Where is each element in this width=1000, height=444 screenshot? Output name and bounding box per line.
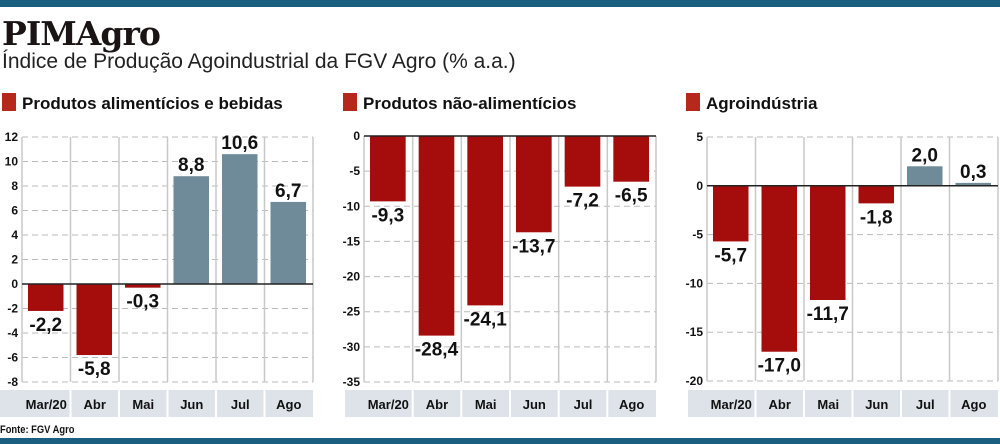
bar bbox=[516, 136, 552, 233]
category-label: Jun bbox=[180, 397, 203, 412]
y-tick-label: 4 bbox=[11, 228, 18, 242]
y-tick-label: 6 bbox=[11, 204, 18, 218]
category-label: Mar/20 bbox=[711, 397, 752, 412]
y-tick-label: 5 bbox=[696, 130, 703, 144]
y-tick-label: -2 bbox=[7, 302, 18, 316]
chart-2: Produtos não-alimentícios Mar/20 Abr Mai Jun… bbox=[343, 93, 657, 417]
bar bbox=[270, 201, 306, 284]
legend-square bbox=[343, 93, 357, 111]
bottom-bar bbox=[0, 438, 1000, 444]
data-label: 0,3 bbox=[960, 162, 986, 183]
category-label: Abr bbox=[769, 397, 791, 412]
data-label: -6,5 bbox=[615, 186, 648, 207]
y-tick-label: -20 bbox=[686, 374, 704, 388]
y-tick-label: -10 bbox=[686, 276, 704, 290]
legend-square bbox=[686, 93, 700, 111]
y-tick-label: 0 bbox=[11, 277, 18, 291]
category-label: Jul bbox=[231, 397, 250, 412]
bar bbox=[907, 166, 943, 186]
bar bbox=[955, 182, 991, 186]
y-tick-label: 12 bbox=[5, 130, 19, 144]
category-label: Ago bbox=[276, 397, 301, 412]
bar bbox=[76, 284, 112, 356]
data-label: -1,8 bbox=[860, 207, 893, 228]
data-label: -24,1 bbox=[464, 309, 508, 330]
category-strip bbox=[345, 390, 656, 417]
top-bar bbox=[0, 0, 1000, 7]
category-label: Mai bbox=[817, 397, 839, 412]
chart-1: Produtos alimentícios e bebidas Mar/20 Abr… bbox=[0, 93, 314, 417]
source-note: Fonte: FGV Agro bbox=[0, 424, 75, 436]
bar bbox=[713, 185, 749, 242]
y-tick-label: -5 bbox=[692, 228, 703, 242]
category-label: Jul bbox=[574, 397, 593, 412]
bar bbox=[858, 185, 894, 204]
category-label: Jul bbox=[916, 397, 935, 412]
bar bbox=[222, 154, 258, 284]
chart-title: Produtos alimentícios e bebidas bbox=[22, 94, 283, 113]
bar bbox=[810, 185, 846, 300]
data-label: 10,6 bbox=[221, 133, 258, 154]
data-label: -11,7 bbox=[807, 304, 849, 325]
bar bbox=[761, 185, 797, 352]
bar bbox=[564, 136, 601, 187]
chart-title: Agroindústria bbox=[706, 94, 818, 113]
page-subtitle: Índice de Produção Agoindustrial da FGV … bbox=[2, 50, 516, 73]
data-label: 2,0 bbox=[912, 145, 938, 166]
chart-title: Produtos não-alimentícios bbox=[363, 94, 576, 113]
y-tick-label: -10 bbox=[343, 199, 361, 213]
data-label: -5,8 bbox=[78, 359, 111, 380]
category-label: Jun bbox=[523, 397, 546, 412]
category-strip bbox=[688, 390, 998, 417]
bar bbox=[125, 284, 161, 288]
y-tick-label: -8 bbox=[7, 375, 18, 389]
y-tick-label: -25 bbox=[343, 305, 361, 319]
y-tick-label: -20 bbox=[343, 270, 361, 284]
data-label: -9,3 bbox=[371, 205, 404, 226]
y-tick-label: -30 bbox=[343, 340, 361, 354]
bar bbox=[467, 136, 503, 306]
bar bbox=[370, 136, 406, 202]
category-label: Abr bbox=[426, 397, 448, 412]
y-tick-label: 0 bbox=[353, 129, 360, 143]
data-label: -2,2 bbox=[29, 315, 62, 336]
data-label: -17,0 bbox=[758, 356, 801, 377]
y-tick-label: 2 bbox=[11, 253, 18, 267]
y-tick-label: -15 bbox=[686, 325, 704, 339]
y-tick-label: 0 bbox=[696, 179, 703, 193]
data-label: 6,7 bbox=[275, 181, 301, 202]
category-label: Mai bbox=[475, 397, 497, 412]
bar bbox=[28, 284, 64, 311]
data-label: -28,4 bbox=[415, 340, 459, 361]
category-label: Ago bbox=[961, 397, 986, 412]
y-tick-label: -4 bbox=[7, 326, 18, 340]
category-label: Abr bbox=[84, 397, 106, 412]
bar bbox=[613, 136, 649, 182]
category-label: Ago bbox=[619, 397, 644, 412]
chart-3: Agroindústria Mar/20 Abr Mai Jun Jul Ago 5 0 -5 -1… bbox=[686, 93, 999, 417]
category-strip bbox=[0, 390, 313, 417]
data-label: -5,7 bbox=[714, 245, 747, 266]
bar bbox=[418, 136, 455, 336]
page-title: PIMAgro bbox=[2, 14, 161, 53]
legend-square bbox=[2, 93, 16, 111]
data-label: 8,8 bbox=[178, 155, 204, 176]
category-label: Jun bbox=[865, 397, 888, 412]
y-tick-label: -5 bbox=[349, 164, 360, 178]
data-label: -7,2 bbox=[566, 191, 599, 212]
data-label: -13,7 bbox=[512, 236, 555, 257]
category-label: Mar/20 bbox=[26, 397, 67, 412]
y-tick-label: 8 bbox=[11, 179, 18, 193]
y-tick-label: -35 bbox=[343, 375, 361, 389]
y-tick-label: 10 bbox=[5, 155, 19, 169]
data-label: -0,3 bbox=[126, 292, 159, 313]
category-label: Mai bbox=[132, 397, 154, 412]
y-tick-label: -6 bbox=[7, 351, 18, 365]
category-label: Mar/20 bbox=[368, 397, 409, 412]
bar bbox=[173, 176, 209, 284]
y-tick-label: -15 bbox=[343, 234, 361, 248]
